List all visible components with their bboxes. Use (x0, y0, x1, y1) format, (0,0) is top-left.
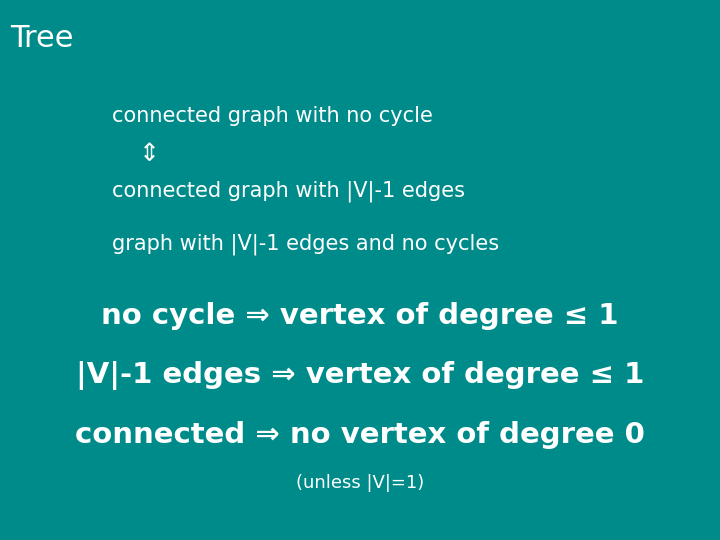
Text: ⇕: ⇕ (139, 142, 160, 166)
Text: |V|-1 edges ⇒ vertex of degree ≤ 1: |V|-1 edges ⇒ vertex of degree ≤ 1 (76, 361, 644, 390)
Text: Tree: Tree (10, 24, 73, 53)
Text: no cycle ⇒ vertex of degree ≤ 1: no cycle ⇒ vertex of degree ≤ 1 (102, 302, 618, 330)
Text: graph with |V|-1 edges and no cycles: graph with |V|-1 edges and no cycles (112, 233, 499, 255)
Text: (unless |V|=1): (unless |V|=1) (296, 474, 424, 492)
Text: connected graph with no cycle: connected graph with no cycle (112, 106, 433, 126)
Text: connected graph with |V|-1 edges: connected graph with |V|-1 edges (112, 181, 464, 202)
Text: connected ⇒ no vertex of degree 0: connected ⇒ no vertex of degree 0 (75, 421, 645, 449)
